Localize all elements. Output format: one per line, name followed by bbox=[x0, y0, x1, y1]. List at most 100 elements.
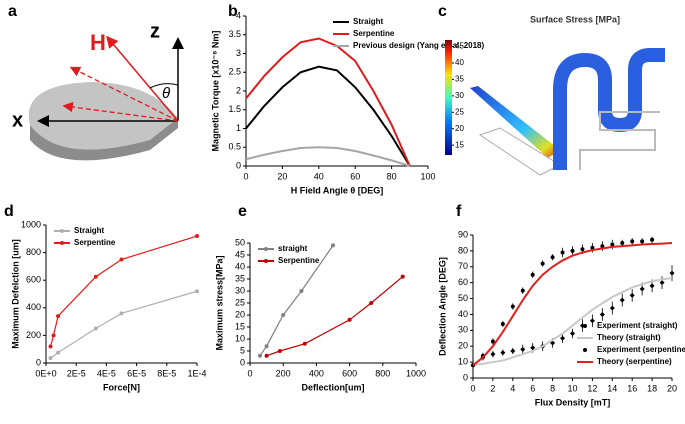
chart-title: Surface Stress [MPa] bbox=[530, 14, 620, 24]
marker bbox=[630, 239, 635, 244]
legend-label: Serpentine bbox=[278, 256, 320, 265]
x-tick-label: 0 bbox=[470, 383, 475, 393]
x-tick-label: 4 bbox=[510, 383, 515, 393]
y-tick-label: 3.5 bbox=[228, 29, 241, 39]
x-tick-label: 6 bbox=[530, 383, 535, 393]
marker bbox=[281, 313, 286, 317]
marker bbox=[490, 339, 495, 344]
marker bbox=[500, 321, 505, 326]
x-tick-label: 10 bbox=[567, 383, 577, 393]
legend-label: Experiment (straight) bbox=[597, 321, 678, 330]
y-tick-label: 20 bbox=[455, 124, 464, 133]
marker bbox=[264, 344, 269, 349]
x-tick-label: 0 bbox=[247, 368, 252, 378]
label-theta: θ bbox=[162, 85, 170, 102]
y-tick-label: 20 bbox=[458, 341, 468, 351]
y-tick-label: 25 bbox=[235, 297, 245, 307]
y-tick-label: 15 bbox=[235, 321, 245, 331]
x-tick-label: 0E+0 bbox=[35, 368, 56, 378]
marker bbox=[610, 242, 615, 247]
y-axis-label: Deflection Angle [DEG] bbox=[437, 257, 447, 356]
marker bbox=[580, 247, 585, 252]
y-axis-label: Maximum stress[MPa] bbox=[214, 255, 224, 350]
legend-label: Experiment (serpentine) bbox=[597, 345, 685, 354]
legend-swatch bbox=[60, 229, 64, 233]
series-line bbox=[472, 241, 673, 367]
marker bbox=[609, 305, 615, 311]
diagram: a H z x θ bbox=[8, 3, 184, 161]
legend-swatch bbox=[60, 241, 64, 245]
x-tick-label: 1E-4 bbox=[187, 368, 206, 378]
x-tick-label: 0 bbox=[243, 171, 248, 181]
series-line bbox=[49, 235, 198, 347]
panel-label: d bbox=[4, 203, 14, 220]
y-tick-label: 10 bbox=[458, 356, 468, 366]
marker bbox=[620, 240, 625, 245]
marker bbox=[570, 331, 575, 337]
series-line bbox=[245, 146, 411, 167]
stress-render bbox=[470, 48, 665, 176]
h-arrow-dashed bbox=[62, 101, 179, 122]
marker bbox=[195, 234, 199, 239]
x-tick-label: 600 bbox=[342, 368, 357, 378]
legend-swatch bbox=[264, 259, 268, 263]
series-line bbox=[245, 65, 411, 167]
legend-label: Previous design (Yang et. al. 2018) bbox=[353, 41, 484, 50]
x-tick-label: 16 bbox=[627, 383, 637, 393]
y-tick-label: 200 bbox=[26, 330, 41, 340]
x-tick-label: 8 bbox=[550, 383, 555, 393]
y-tick-label: 60 bbox=[458, 277, 468, 287]
marker bbox=[520, 346, 526, 352]
y-tick-label: 0 bbox=[236, 160, 241, 170]
marker bbox=[560, 335, 566, 341]
label-z: z bbox=[150, 20, 160, 42]
series-line bbox=[245, 37, 411, 167]
legend-label: Straight bbox=[353, 17, 384, 26]
marker bbox=[629, 292, 635, 298]
serpentine bbox=[553, 48, 665, 170]
legend-label: Theory (straight) bbox=[597, 333, 661, 342]
marker bbox=[119, 257, 124, 262]
legend-label: Serpentine bbox=[74, 238, 116, 247]
x-axis-label: Force[N] bbox=[103, 382, 140, 392]
label-x: x bbox=[12, 109, 23, 131]
legend-label: Theory (serpentine) bbox=[597, 357, 672, 366]
x-tick-label: 4E-5 bbox=[97, 368, 116, 378]
panel-label: a bbox=[8, 3, 17, 20]
x-tick-label: 20 bbox=[277, 171, 287, 181]
y-tick-label: 2 bbox=[236, 85, 241, 95]
marker bbox=[600, 244, 605, 249]
colorbar bbox=[445, 40, 452, 155]
marker bbox=[93, 274, 98, 279]
y-tick-label: 5 bbox=[240, 345, 245, 355]
y-tick-label: 50 bbox=[458, 293, 468, 303]
beam bbox=[470, 86, 560, 158]
y-tick-label: 80 bbox=[458, 245, 468, 255]
legend-swatch bbox=[264, 247, 268, 251]
y-tick-label: 3 bbox=[236, 48, 241, 58]
marker bbox=[277, 349, 282, 353]
x-tick-label: 8E-5 bbox=[157, 368, 176, 378]
y-tick-label: 4 bbox=[236, 10, 241, 20]
legend-swatch bbox=[583, 324, 587, 328]
marker bbox=[331, 243, 335, 248]
marker bbox=[650, 237, 655, 242]
x-axis-label: Flux Density [mT] bbox=[535, 397, 611, 407]
h-arrow-dashed bbox=[69, 66, 179, 122]
legend-label: Serpentine bbox=[353, 29, 395, 38]
marker bbox=[500, 350, 506, 356]
x-tick-label: 800 bbox=[375, 368, 390, 378]
angle-arc bbox=[149, 83, 179, 89]
y-tick-label: 20 bbox=[235, 309, 245, 319]
y-tick-label: 0.5 bbox=[228, 142, 241, 152]
y-axis-label: Magnetic Torque [x10⁻⁸ Nm] bbox=[210, 31, 220, 152]
y-tick-label: 40 bbox=[458, 309, 468, 319]
legend-swatch bbox=[583, 348, 587, 352]
series-line bbox=[266, 276, 404, 357]
marker bbox=[530, 345, 536, 351]
y-tick-label: 40 bbox=[235, 261, 245, 271]
y-tick-label: 30 bbox=[235, 285, 245, 295]
x-tick-label: 200 bbox=[276, 368, 291, 378]
y-tick-label: 1.5 bbox=[228, 104, 241, 114]
